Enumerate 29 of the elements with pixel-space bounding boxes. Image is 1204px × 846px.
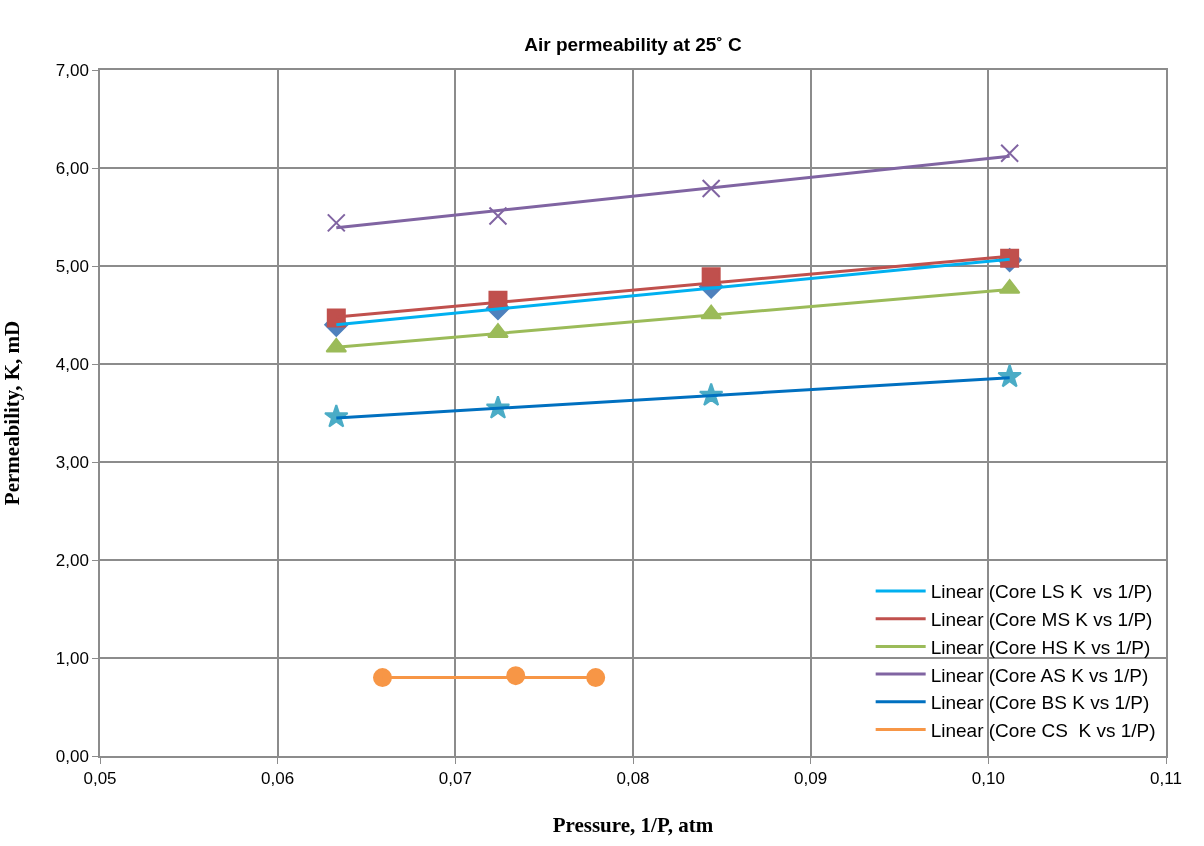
legend-label: Linear (Core AS K vs 1/P) <box>930 664 1149 686</box>
y-tick-label: 3,00 <box>55 452 89 472</box>
x-axis-title: Pressure, 1/P, atm <box>552 812 714 837</box>
legend-label: Linear (Core BS K vs 1/P) <box>930 692 1150 714</box>
point <box>488 206 508 226</box>
x-tick-label: 0,06 <box>261 769 295 789</box>
y-tick-label: 4,00 <box>55 354 89 374</box>
chart-title: Air permeability at 25˚ C <box>524 34 743 56</box>
y-tick-label: 2,00 <box>55 550 89 570</box>
x-tick-label: 0,09 <box>794 769 828 789</box>
x-tick-label: 0,07 <box>438 769 472 789</box>
legend-label: Linear (Core LS K vs 1/P) <box>930 581 1153 603</box>
point <box>1000 143 1020 163</box>
x-tick-label: 0,05 <box>83 769 117 789</box>
y-axis-title: Permeability, K, mD <box>0 320 25 506</box>
y-tick-label: 5,00 <box>55 256 89 276</box>
y-tick-label: 0,00 <box>55 746 89 766</box>
legend-label: Linear (Core CS K vs 1/P) <box>930 719 1156 741</box>
point <box>997 363 1022 388</box>
point <box>326 213 346 233</box>
y-tick-label: 7,00 <box>55 60 89 80</box>
legend-label: Linear (Core MS K vs 1/P) <box>930 609 1153 631</box>
x-tick-label: 0,08 <box>616 769 650 789</box>
x-tick-label: 0,10 <box>971 769 1005 789</box>
y-tick-label: 1,00 <box>55 648 89 668</box>
legend-label: Linear (Core HS K vs 1/P) <box>930 636 1151 658</box>
point <box>701 179 721 199</box>
x-tick-label: 0,11 <box>1150 769 1182 789</box>
y-tick-label: 6,00 <box>55 158 89 178</box>
